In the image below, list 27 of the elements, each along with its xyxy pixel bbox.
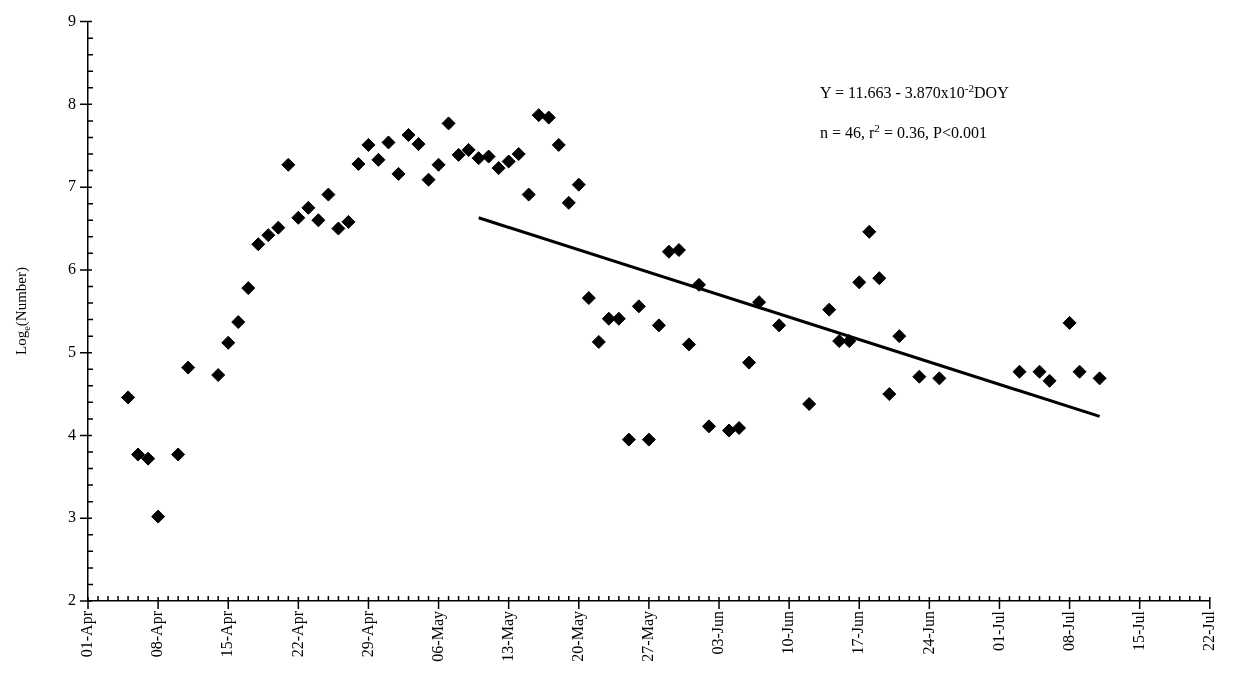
y-tick-label: 7 [68,177,76,195]
x-tick-label: 15-Jul [1129,610,1147,651]
y-tick-label: 9 [68,11,76,29]
x-tick-label: 27-May [639,611,658,662]
x-tick-label: 08-Jul [1059,610,1077,651]
x-tick-label: 17-Jun [849,611,867,655]
x-tick-label: 01-Jul [989,610,1007,651]
x-tick-label: 20-May [568,611,587,662]
x-tick-label: 10-Jun [779,611,797,655]
x-tick-label: 29-Apr [358,610,377,658]
y-tick-label: 2 [68,591,76,609]
x-tick-label: 24-Jun [919,611,937,655]
y-tick-label: 3 [68,508,76,526]
y-tick-label: 4 [68,425,76,443]
x-tick-label: 22-Jul [1200,610,1217,651]
y-tick-label: 5 [68,342,76,360]
x-tick-label: 13-May [498,611,517,662]
x-tick-label: 15-Apr [218,610,237,658]
annotation: Y = 11.663 - 3.870x10$^{-2}$DOY [820,82,1009,103]
y-tick-label: 6 [68,260,76,278]
x-tick-label: 06-May [428,611,447,662]
x-tick-label: 01-Apr [78,610,97,658]
x-tick-label: 03-Jun [709,611,727,655]
y-tick-label: 8 [68,94,76,112]
annotation: n = 46, r$^{2}$ = 0.36, P<0.001 [820,122,987,143]
x-tick-label: 22-Apr [288,610,307,658]
x-tick-label: 08-Apr [148,610,167,658]
